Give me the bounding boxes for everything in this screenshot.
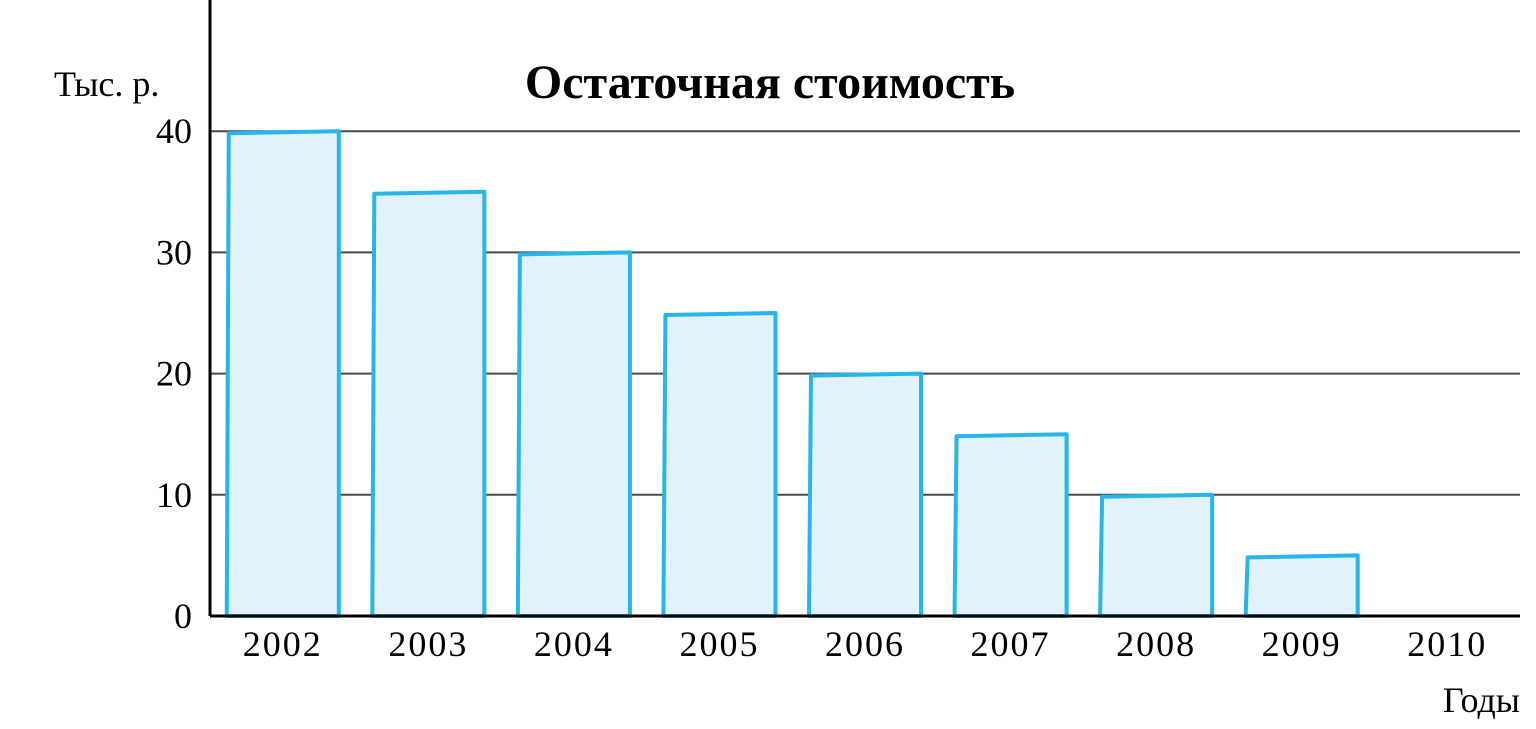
bar-2005 [663,313,775,616]
x-tick-label: 2008 [1116,624,1196,664]
y-tick-label: 10 [156,475,192,515]
bar-2003 [372,192,484,616]
y-axis-label: Тыс. р. [54,64,159,104]
bar-2002 [227,131,339,616]
y-tick-labels: 0 10 20 30 40 [156,111,192,636]
bar-2006 [809,374,921,616]
x-tick-labels: 2002 2003 2004 2005 2006 2007 2008 2009 2010 [243,624,1487,664]
x-tick-label: 2005 [679,624,759,664]
bar-2004 [518,252,630,616]
x-axis-label: Годы [1443,680,1520,720]
y-tick-label: 20 [156,354,192,394]
y-tick-label: 40 [156,111,192,151]
bar-2007 [955,434,1067,616]
x-tick-label: 2003 [388,624,468,664]
y-tick-label: 0 [174,596,192,636]
x-tick-label: 2004 [534,624,614,664]
x-tick-label: 2002 [243,624,323,664]
bar-2009 [1246,555,1358,616]
residual-value-bar-chart: 010203040 200220032004200520062007200820… [0,0,1536,729]
y-tick-label: 30 [156,232,192,272]
bar-2008 [1100,495,1212,616]
x-tick-label: 2006 [825,624,905,664]
x-tick-label: 2007 [971,624,1051,664]
x-tick-label: 2010 [1407,624,1487,664]
x-tick-label: 2009 [1262,624,1342,664]
chart-title: Остаточная стоимость [525,56,1015,109]
